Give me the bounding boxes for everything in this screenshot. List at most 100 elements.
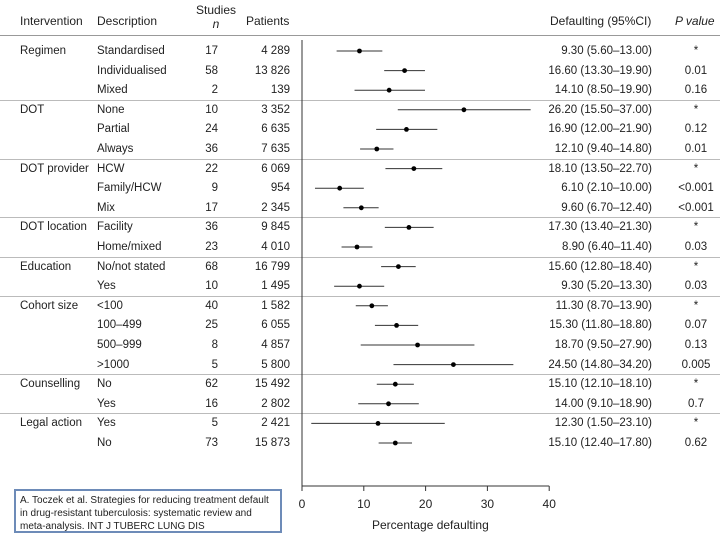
header-pvalue: P value <box>675 14 715 28</box>
row-p-value: * <box>693 162 699 175</box>
header-rule <box>0 35 720 36</box>
header-studies: Studies n <box>196 3 236 31</box>
row-ci-text: 15.10 (12.10–18.10) <box>548 378 652 391</box>
row-p-value: * <box>693 378 699 391</box>
row-ci-text: 9.60 (6.70–12.40) <box>561 201 652 214</box>
row-patients: 2 345 <box>261 201 290 214</box>
row-studies: 17 <box>205 45 218 57</box>
row-p-value: 0.7 <box>688 397 704 410</box>
row-patients: 4 010 <box>261 241 290 253</box>
x-tick-label: 20 <box>419 497 433 511</box>
point-estimate <box>358 205 364 211</box>
point-estimate <box>337 185 343 191</box>
row-patients: 954 <box>270 182 290 195</box>
row-patients: 4 857 <box>261 339 290 351</box>
row-description: Mix <box>97 201 115 214</box>
row-p-value: 0.01 <box>684 64 708 77</box>
point-estimate <box>354 244 360 250</box>
row-description: Always <box>97 143 134 155</box>
row-description: HCW <box>97 162 125 175</box>
row-ci-text: 12.30 (1.50–23.10) <box>554 417 652 430</box>
citation-text: A. Toczek et al. Strategies for reducing… <box>20 495 269 532</box>
row-p-value: * <box>693 221 699 234</box>
group-separator <box>0 217 720 219</box>
row-patients: 16 799 <box>254 260 290 273</box>
row-ci-text: 16.90 (12.00–21.90) <box>548 123 652 136</box>
row-patients: 1 495 <box>261 280 290 293</box>
row-studies: 2 <box>211 84 218 97</box>
row-studies: 17 <box>205 201 218 214</box>
row-p-value: <0.001 <box>678 201 714 214</box>
x-tick-label: 30 <box>481 497 495 511</box>
row-studies: 24 <box>205 123 218 136</box>
row-ci-text: 16.60 (13.30–19.90) <box>548 64 652 77</box>
row-description: Home/mixed <box>97 241 162 253</box>
row-studies: 23 <box>205 241 218 253</box>
row-patients: 5 800 <box>261 358 290 371</box>
row-p-value: 0.03 <box>684 280 708 293</box>
row-ci-text: 14.00 (9.10–18.90) <box>554 397 652 410</box>
row-ci-text: 9.30 (5.60–13.00) <box>561 45 652 57</box>
group-separator <box>0 158 720 160</box>
point-estimate <box>394 323 399 328</box>
header-studies-line2: n <box>212 17 220 31</box>
row-p-value: 0.01 <box>684 143 708 155</box>
point-estimate <box>374 146 380 152</box>
row-studies: 10 <box>205 280 218 293</box>
header-studies-line1: Studies <box>196 3 237 17</box>
row-studies: 58 <box>205 64 218 77</box>
row-ci-text: 6.10 (2.10–10.00) <box>561 182 652 195</box>
row-ci-text: 9.30 (5.20–13.30) <box>561 280 652 293</box>
row-p-value: 0.16 <box>684 84 708 97</box>
row-description: Yes <box>97 280 116 293</box>
row-p-value: 0.62 <box>684 437 708 449</box>
row-patients: 9 845 <box>261 221 290 234</box>
row-p-value: <0.001 <box>678 182 714 195</box>
point-estimate <box>357 48 362 54</box>
row-description: 100–499 <box>97 319 142 332</box>
row-studies: 68 <box>205 260 218 273</box>
row-description: Yes <box>97 417 116 430</box>
header-defaulting: Defaulting (95%CI) <box>550 14 652 28</box>
row-ci-text: 15.60 (12.80–18.40) <box>548 260 652 273</box>
row-patients: 139 <box>270 84 290 97</box>
row-p-value: 0.005 <box>681 358 711 371</box>
row-group-label: DOT provider <box>20 162 89 175</box>
row-description: No <box>97 437 112 449</box>
row-studies: 40 <box>205 299 218 312</box>
citation-box: A. Toczek et al. Strategies for reducing… <box>14 489 282 533</box>
row-description: No/not stated <box>97 260 166 273</box>
row-description: No <box>97 378 112 391</box>
point-estimate <box>404 126 409 132</box>
row-studies: 22 <box>205 162 218 175</box>
row-patients: 15 873 <box>254 437 290 449</box>
row-studies: 62 <box>205 378 218 391</box>
row-description: Family/HCW <box>97 182 162 195</box>
header-intervention: Intervention <box>20 14 83 28</box>
row-studies: 25 <box>205 319 218 332</box>
row-studies: 5 <box>211 358 218 371</box>
row-description: <100 <box>97 299 123 312</box>
point-estimate <box>392 440 398 446</box>
point-estimate <box>386 401 391 407</box>
point-estimate <box>415 342 420 348</box>
group-separator <box>0 256 720 258</box>
x-axis-label: Percentage defaulting <box>372 518 489 532</box>
point-estimate <box>406 225 412 230</box>
row-patients: 4 289 <box>261 45 290 57</box>
row-ci-text: 18.70 (9.50–27.90) <box>554 339 652 351</box>
row-studies: 36 <box>205 143 218 155</box>
group-separator <box>0 295 720 297</box>
row-description: 500–999 <box>97 339 142 351</box>
point-estimate <box>386 87 392 93</box>
row-patients: 6 055 <box>261 319 290 332</box>
row-p-value: 0.07 <box>684 319 708 332</box>
row-ci-text: 15.30 (11.80–18.80) <box>549 319 652 332</box>
x-tick-label: 10 <box>357 497 371 511</box>
point-estimate <box>451 362 456 367</box>
row-patients: 2 802 <box>261 397 290 410</box>
row-patients: 1 582 <box>261 299 290 312</box>
row-patients: 6 069 <box>261 162 290 175</box>
point-estimate <box>375 421 381 426</box>
row-p-value: * <box>693 299 699 312</box>
